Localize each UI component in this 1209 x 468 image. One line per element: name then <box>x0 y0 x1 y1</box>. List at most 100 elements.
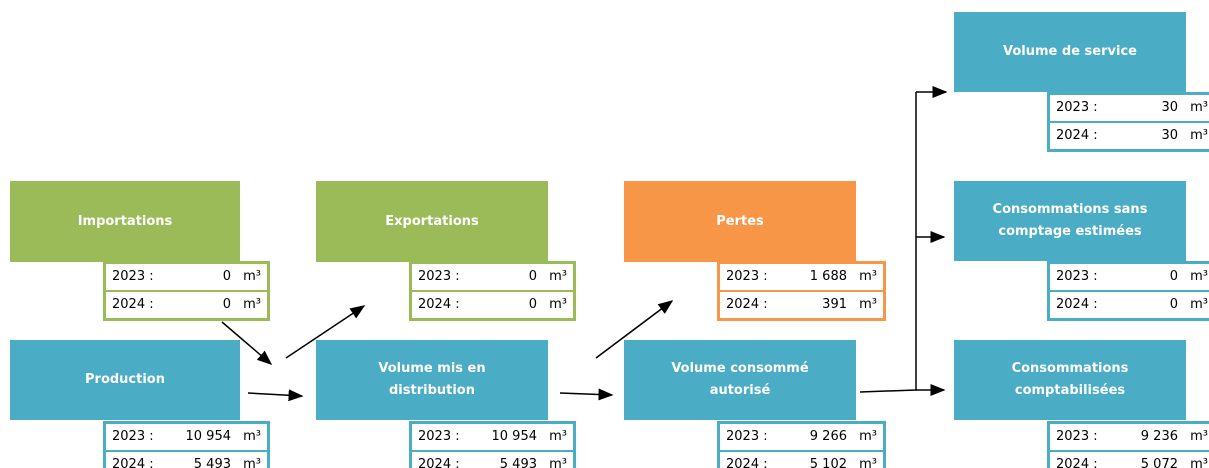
node-title: Consommations sans comptage estimées <box>992 202 1148 239</box>
node-title: Volume consommé autorisé <box>671 361 809 398</box>
row-label: 2024 : <box>1056 128 1098 143</box>
row-value: 0 <box>528 297 537 312</box>
table-row: 2024 : 5 493 m³ <box>412 450 573 468</box>
table-row: 2023 : 0 m³ <box>412 264 573 290</box>
node-title: Volume mis en distribution <box>378 361 486 398</box>
node-table: 2023 : 30 m³ 2024 : 30 m³ <box>1047 92 1209 152</box>
table-row: 2024 : 0 m³ <box>106 290 267 318</box>
row-value: 9 236 <box>1140 429 1178 444</box>
row-value: 0 <box>1169 269 1178 284</box>
node-title: Importations <box>77 213 173 229</box>
node-title: Pertes <box>716 213 764 229</box>
row-label: 2023 : <box>418 429 460 444</box>
row-value: 5 493 <box>193 457 231 468</box>
node-title: Exportations <box>385 213 479 229</box>
node-box: Exportations <box>316 181 548 262</box>
table-row: 2023 : 1 688 m³ <box>720 264 883 290</box>
row-unit: m³ <box>859 457 877 468</box>
row-value: 5 102 <box>809 457 847 468</box>
arrow <box>221 321 273 365</box>
row-value: 30 <box>1161 100 1178 115</box>
node-table: 2023 : 0 m³ 2024 : 0 m³ <box>103 261 270 321</box>
table-row: 2023 : 0 m³ <box>106 264 267 290</box>
row-unit: m³ <box>1190 100 1208 115</box>
table-row: 2024 : 5 072 m³ <box>1050 450 1209 468</box>
table-row: 2024 : 391 m³ <box>720 290 883 318</box>
table-row: 2023 : 10 954 m³ <box>412 424 573 450</box>
row-value: 10 954 <box>185 429 232 444</box>
row-unit: m³ <box>243 457 261 468</box>
node-box: Consommations comptabilisées <box>954 340 1186 420</box>
node-table: 2023 : 10 954 m³ 2024 : 5 493 m³ <box>409 421 576 468</box>
row-unit: m³ <box>859 429 877 444</box>
table-row: 2024 : 5 493 m³ <box>106 450 267 468</box>
row-value: 0 <box>222 269 231 284</box>
node-title: Production <box>85 372 165 387</box>
row-value: 0 <box>528 269 537 284</box>
row-label: 2024 : <box>418 297 460 312</box>
row-value: 9 266 <box>809 429 847 444</box>
row-label: 2024 : <box>112 297 154 312</box>
row-unit: m³ <box>1190 429 1208 444</box>
node-box: Volume mis en distribution <box>316 340 548 420</box>
node-box: Volume de service <box>954 12 1186 92</box>
table-row: 2023 : 9 266 m³ <box>720 424 883 450</box>
row-label: 2023 : <box>1056 269 1098 284</box>
row-label: 2023 : <box>1056 100 1098 115</box>
node-table: 2023 : 9 236 m³ 2024 : 5 072 m³ <box>1047 421 1209 468</box>
row-unit: m³ <box>243 429 261 444</box>
row-unit: m³ <box>1190 269 1208 284</box>
node-box: Consommations sans comptage estimées <box>954 181 1186 261</box>
node-table: 2023 : 1 688 m³ 2024 : 391 m³ <box>717 261 886 321</box>
row-value: 391 <box>822 297 847 312</box>
node-box: Production <box>10 340 240 420</box>
arrow <box>595 300 674 359</box>
row-label: 2024 : <box>726 457 768 468</box>
row-value: 30 <box>1161 128 1178 143</box>
row-label: 2023 : <box>1056 429 1098 444</box>
row-unit: m³ <box>243 297 261 312</box>
row-unit: m³ <box>549 457 567 468</box>
row-unit: m³ <box>859 269 877 284</box>
row-label: 2024 : <box>1056 457 1098 468</box>
node-table: 2023 : 0 m³ 2024 : 0 m³ <box>409 261 576 321</box>
connector <box>859 92 917 393</box>
table-row: 2024 : 0 m³ <box>1050 290 1209 318</box>
table-row: 2023 : 30 m³ <box>1050 95 1209 121</box>
node-table: 2023 : 0 m³ 2024 : 0 m³ <box>1047 261 1209 321</box>
row-unit: m³ <box>243 269 261 284</box>
row-label: 2023 : <box>726 429 768 444</box>
row-label: 2024 : <box>1056 297 1098 312</box>
node-table: 2023 : 9 266 m³ 2024 : 5 102 m³ <box>717 421 886 468</box>
row-unit: m³ <box>549 297 567 312</box>
row-value: 0 <box>222 297 231 312</box>
row-label: 2023 : <box>112 429 154 444</box>
table-row: 2024 : 0 m³ <box>412 290 573 318</box>
row-label: 2023 : <box>418 269 460 284</box>
table-row: 2023 : 10 954 m³ <box>106 424 267 450</box>
arrow <box>247 389 304 402</box>
node-table: 2023 : 10 954 m³ 2024 : 5 493 m³ <box>103 421 270 468</box>
row-label: 2023 : <box>726 269 768 284</box>
row-value: 5 493 <box>499 457 537 468</box>
row-unit: m³ <box>859 297 877 312</box>
row-label: 2023 : <box>112 269 154 284</box>
node-box: Importations <box>10 181 240 262</box>
row-unit: m³ <box>1190 457 1208 468</box>
row-unit: m³ <box>1190 128 1208 143</box>
table-row: 2023 : 0 m³ <box>1050 264 1209 290</box>
row-value: 10 954 <box>491 429 538 444</box>
row-unit: m³ <box>1190 297 1208 312</box>
arrow <box>285 305 366 359</box>
row-label: 2024 : <box>726 297 768 312</box>
table-row: 2024 : 30 m³ <box>1050 121 1209 149</box>
row-value: 1 688 <box>809 269 847 284</box>
table-row: 2023 : 9 236 m³ <box>1050 424 1209 450</box>
node-title: Volume de service <box>1003 44 1137 59</box>
node-box: Volume consommé autorisé <box>624 340 856 420</box>
row-label: 2024 : <box>112 457 154 468</box>
row-label: 2024 : <box>418 457 460 468</box>
node-title: Consommations comptabilisées <box>1011 361 1129 398</box>
